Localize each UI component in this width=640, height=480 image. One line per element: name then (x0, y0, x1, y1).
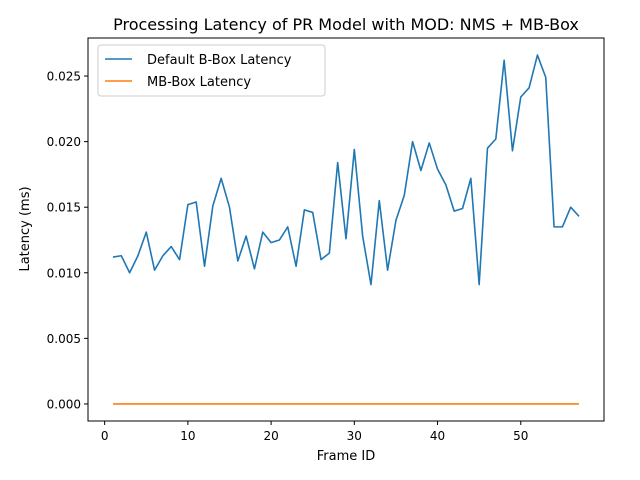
x-tick-label: 30 (347, 429, 362, 443)
x-axis-label: Frame ID (317, 449, 375, 464)
y-tick-label: 0.005 (47, 332, 81, 346)
legend: Default B-Box Latency MB-Box Latency (97, 44, 326, 97)
series-line-default-bbox (112, 54, 580, 286)
legend-box (97, 44, 326, 97)
legend-label-mbbox: MB-Box Latency (147, 75, 251, 90)
chart-title: Processing Latency of PR Model with MOD:… (113, 15, 579, 34)
x-tick-label: 0 (101, 429, 109, 443)
legend-label-default-bbox: Default B-Box Latency (147, 53, 292, 68)
plot-area-frame (87, 37, 605, 422)
y-tick-label: 0.015 (47, 201, 81, 215)
y-tick-label: 0.025 (47, 70, 81, 84)
y-axis-label: Latency (ms) (18, 186, 33, 271)
x-tick-label: 40 (430, 429, 445, 443)
x-tick-label: 10 (180, 429, 195, 443)
x-tick-label: 20 (263, 429, 278, 443)
y-tick-label: 0.010 (47, 266, 81, 280)
y-tick-label: 0.000 (47, 397, 81, 411)
tick-layer: 0 10 20 30 40 50 0.000 0.005 0.010 0.015 0.020 0.02… (47, 70, 529, 443)
series-layer (112, 54, 580, 405)
y-tick-label: 0.020 (47, 135, 81, 149)
x-tick-label: 50 (513, 429, 528, 443)
